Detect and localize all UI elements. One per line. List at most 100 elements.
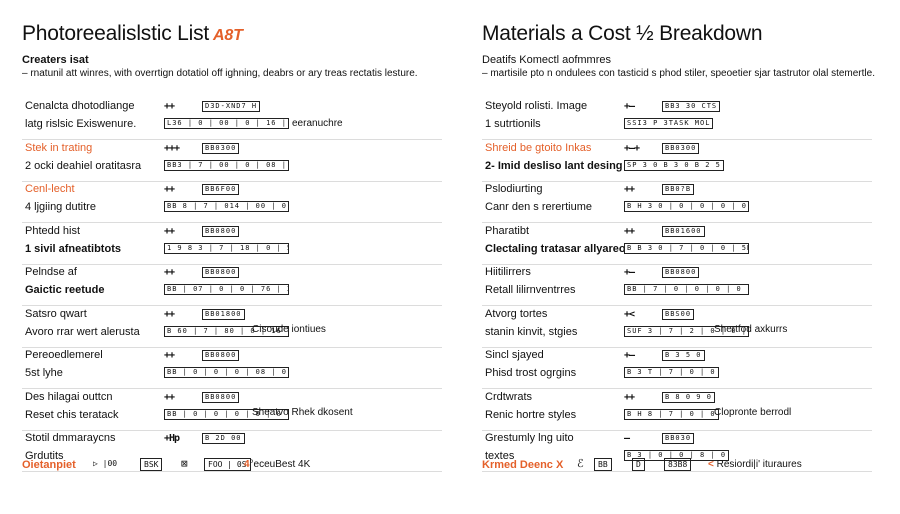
- plus-minus-icon[interactable]: +++: [164, 142, 180, 154]
- item-subtitle: Renic hortre styles: [485, 408, 577, 421]
- footer-script-icon[interactable]: ℰ: [577, 457, 584, 470]
- item-spec-code: BB 8 | 7 | 014 | 00 | 0 | 6 | 25: [164, 201, 289, 212]
- list-item[interactable]: Satsro qwart Avoro rrar wert alerusta ++ BB…: [22, 306, 442, 348]
- plus-minus-icon[interactable]: ++: [164, 101, 175, 112]
- plus-minus-icon[interactable]: ++: [164, 308, 175, 320]
- list-item[interactable]: Atvorg tortes stanin kinvit, stgies +< BBS0…: [482, 306, 872, 348]
- list-item[interactable]: Sincl sjayed Phisd trost ogrgins +– B 3 5 0…: [482, 347, 872, 389]
- list-item[interactable]: Des hilagai outtcn Reset chis teratack ++ B…: [22, 389, 442, 431]
- item-tag-code: BB6F00: [202, 184, 240, 195]
- plus-minus-icon[interactable]: +–: [624, 350, 635, 361]
- item-tag-code: BB01600: [662, 225, 705, 237]
- plus-minus-icon[interactable]: ++: [624, 391, 635, 403]
- item-title: Steyold rolisti. Image: [485, 100, 588, 112]
- item-note: Sheatvo Rhek dkosent: [252, 406, 353, 418]
- plus-minus-icon[interactable]: +–: [624, 267, 635, 278]
- item-subtitle: Reset chis teratack: [25, 408, 119, 421]
- footer-button-83b8[interactable]: 83B8: [664, 458, 692, 471]
- list-item[interactable]: Crdtwrats Renic hortre styles ++ B 8 0 9 0 B…: [482, 389, 872, 431]
- item-tag-code: B 2D 00: [202, 433, 245, 444]
- item-tag-code: BB0300: [662, 142, 700, 154]
- footer-lead-label[interactable]: Oietanpiet: [22, 459, 76, 471]
- item-spec-code: B 3 | 0 | 0 | 8 | 0: [624, 450, 730, 461]
- list-item[interactable]: Pslodiurting Canr den s rerertiume ++ BB0?B…: [482, 181, 872, 223]
- item-tag-code: BB3 30 CTS: [662, 101, 721, 112]
- item-subtitle: Clectaling tratasar allyareots: [485, 242, 636, 255]
- footer-button-bb[interactable]: BB: [594, 458, 612, 471]
- plus-minus-icon[interactable]: +–+: [624, 142, 640, 154]
- list-item[interactable]: Pharatibt Clectaling tratasar allyareots +…: [482, 223, 872, 265]
- item-title: Pharatibt: [485, 224, 530, 237]
- plus-minus-icon[interactable]: ++: [164, 225, 175, 237]
- list-item[interactable]: Hiitilirrers Retall lilirnventrres +– BB080…: [482, 264, 872, 306]
- plus-minus-icon[interactable]: +Hp: [164, 433, 180, 444]
- footer-x-icon[interactable]: ⊠: [181, 457, 188, 470]
- footer-button-foo[interactable]: FOO | 0S: [204, 458, 251, 471]
- item-spec-code: BB | 07 | 0 | 0 | 76 | 3 | 0 | 3K: [164, 284, 289, 295]
- list-item[interactable]: Phtedd hist 1 sivil afneatibtots ++ BB0800 1…: [22, 223, 442, 265]
- item-spec-code: B 60 | 7 | 80 | 0 | 16 | 008: [164, 325, 289, 337]
- item-title: Crdtwrats: [485, 390, 533, 403]
- item-tag-code: B 3 5 0: [662, 350, 705, 361]
- item-subtitle: 5st lyhe: [25, 367, 63, 379]
- footer-button-bsk[interactable]: BSK: [140, 458, 163, 471]
- item-tag-code: B 8 0 9 0: [662, 391, 715, 403]
- footer-resources-text: < Resiordi|i' ituraures: [708, 459, 802, 470]
- item-spec-code: L36 | 0 | 00 | 0 | 16 | 00 | 7: [164, 118, 289, 129]
- item-spec-code: SUF 3 | 7 | 2 | 0 | 0 | 0 |: [624, 325, 749, 337]
- item-tag-code: BB0300: [202, 142, 240, 154]
- list-item[interactable]: Cenl-lecht 4 ljgiing dutitre ++ BB6F00 BB 8 …: [22, 181, 442, 223]
- item-tag-code: BB0?B: [662, 184, 695, 195]
- plus-minus-icon[interactable]: ++: [164, 350, 175, 361]
- item-subtitle: Grdutits: [25, 450, 64, 462]
- item-title: Satsro qwart: [25, 307, 87, 320]
- plus-minus-icon[interactable]: +–: [624, 101, 635, 112]
- plus-minus-icon[interactable]: ++: [624, 225, 635, 237]
- footer-lead-label[interactable]: Krmed Deenc X: [482, 459, 564, 471]
- list-item[interactable]: Shreid be gtoito Inkas 2- Imid desliso la…: [482, 140, 872, 182]
- list-item[interactable]: Stek in trating 2 ocki deahiel oratitasra…: [22, 140, 442, 182]
- plus-minus-icon[interactable]: ++: [164, 391, 175, 403]
- plus-minus-icon[interactable]: ++: [164, 184, 175, 195]
- item-spec-code: BB | 7 | 0 | 0 | 0 | 0 | $3: [624, 284, 749, 295]
- plus-minus-icon[interactable]: ++: [164, 267, 175, 278]
- item-subtitle: 2- Imid desliso lant desing: [485, 159, 623, 172]
- item-title: Shreid be gtoito Inkas: [485, 141, 592, 154]
- item-title: Pelndse af: [25, 266, 77, 278]
- list-item[interactable]: Grestumly lng uito textes — BB030 B 3 | 0 | …: [482, 430, 872, 472]
- left-panel-footer: Oietanpiet ▷ |00 BSK ⊠ FOO | 0S 4°eceuBe…: [22, 457, 442, 475]
- item-spec-code: SP 3 0 B 3 0 B 2 5: [624, 159, 724, 171]
- item-title: Grestumly lng uito: [485, 432, 574, 444]
- item-subtitle: 4 ljgiing dutitre: [25, 201, 96, 213]
- item-subtitle: stanin kinvit, stgies: [485, 325, 578, 338]
- item-tag-code: BB0800: [202, 225, 240, 237]
- list-item[interactable]: Pereoedlemerel 5st lyhe ++ BB0800 BB | 0 | 0…: [22, 347, 442, 389]
- item-tag-code: D3D-XND7 H: [202, 101, 261, 112]
- item-spec-code: B B 3 0 | 7 | 0 | 0 | 5B: [624, 242, 749, 254]
- list-item[interactable]: Stotil dmmaraycns Grdutits +Hp B 2D 00: [22, 430, 442, 472]
- list-item[interactable]: Pelndse af Gaictic reetude ++ BB0800 BB | 07…: [22, 264, 442, 306]
- list-item[interactable]: Steyold rolisti. Image 1 sutrtionils +– BB3…: [482, 98, 872, 140]
- play-button[interactable]: ▷ |00: [93, 459, 118, 468]
- item-tag-code: BBS00: [662, 308, 695, 320]
- plus-minus-icon[interactable]: —: [624, 433, 630, 444]
- right-panel-title: Materials a Cost ½ Breakdown: [482, 22, 763, 45]
- list-item[interactable]: Cenalcta dhotodliange latg rislsic Exiswe…: [22, 98, 442, 140]
- item-title: Cenalcta dhotodliange: [25, 100, 135, 112]
- plus-minus-icon[interactable]: +<: [624, 308, 635, 320]
- item-title: Phtedd hist: [25, 224, 81, 237]
- item-spec-code: BB | 0 | 0 | 0 | 08 | 0 | 08: [164, 367, 289, 378]
- item-title: Pereoedlemerel: [25, 349, 103, 361]
- item-title: Hiitilirrers: [485, 266, 531, 278]
- left-panel-subtitle: Creaters isat: [22, 54, 89, 66]
- item-title: Sincl sjayed: [485, 349, 544, 361]
- item-tag-code: BB030: [662, 433, 695, 444]
- plus-minus-icon[interactable]: ++: [624, 184, 635, 195]
- title-accent-badge: A8T: [213, 27, 243, 44]
- footer-button-d[interactable]: D: [632, 458, 645, 471]
- left-panel-description: – rnatunil att winres, with overrtign do…: [22, 68, 418, 79]
- item-title: Stek in trating: [25, 141, 93, 154]
- item-tag-code: BB0800: [202, 391, 240, 403]
- item-tag-code: BB0800: [662, 267, 700, 278]
- item-title: Stotil dmmaraycns: [25, 432, 116, 444]
